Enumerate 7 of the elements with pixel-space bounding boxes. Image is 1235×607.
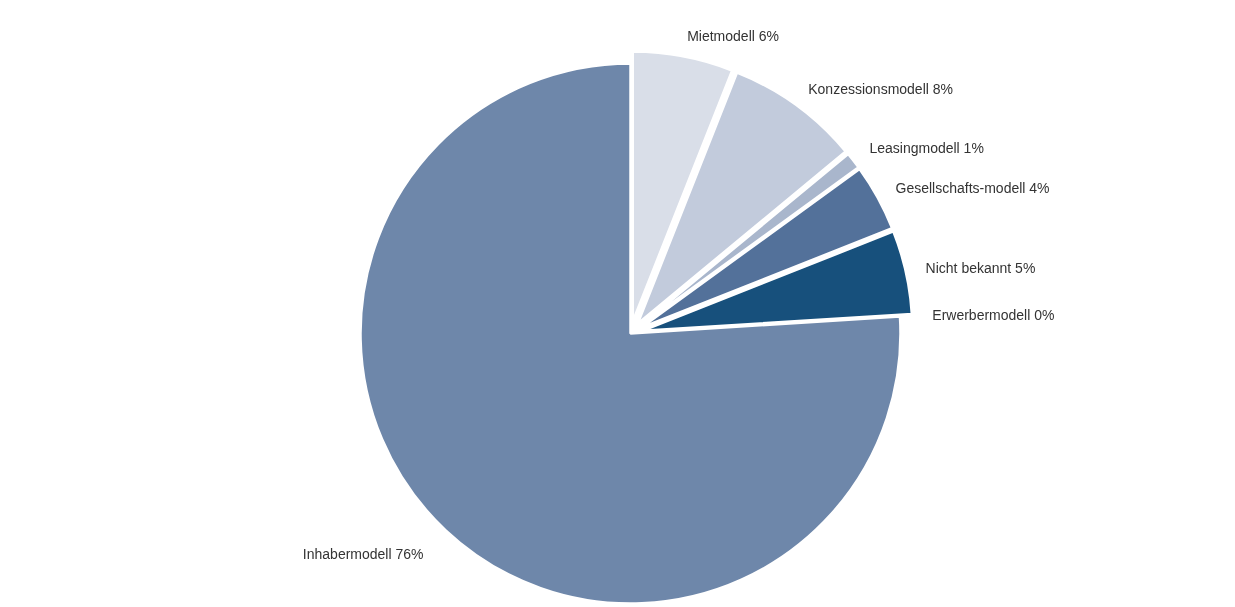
slice-label: Leasingmodell 1% (869, 140, 984, 157)
category-label: Erwerbermodell 0% (932, 306, 1055, 323)
slice-label: Konzessionsmodell 8% (808, 80, 953, 97)
slice-label: Nicht bekannt 5% (925, 259, 1036, 276)
slice-label: Inhabermodell 76% (302, 545, 424, 562)
slice-label: Gesellschafts-modell 4% (895, 179, 1050, 196)
slice-label: Mietmodell 6% (687, 28, 779, 45)
